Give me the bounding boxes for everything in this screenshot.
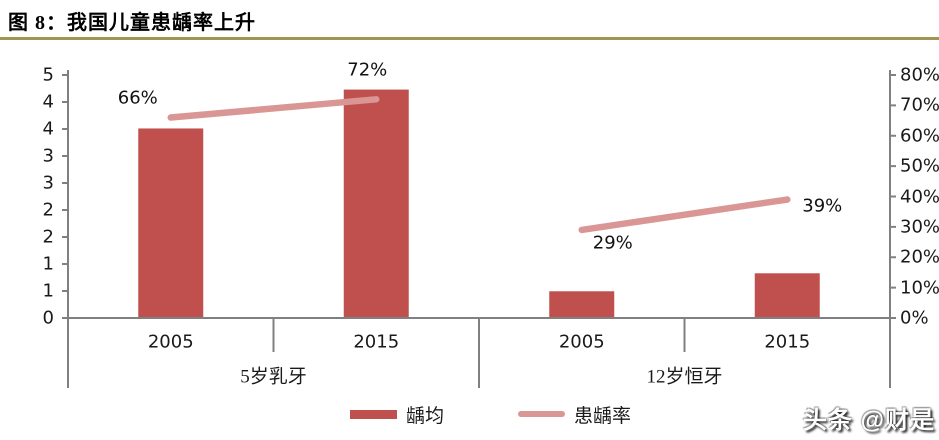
title-divider xyxy=(0,37,939,40)
year-label: 2015 xyxy=(764,331,811,353)
left-axis-tick-label: 0 xyxy=(42,307,54,329)
chart-legend: 龋均 患龋率 xyxy=(0,403,939,429)
bar-2005-0 xyxy=(138,128,204,318)
legend-item-bar-series: 龋均 xyxy=(350,403,445,427)
left-axis-tick-label: 3 xyxy=(42,145,54,167)
legend-label-bar-series: 龋均 xyxy=(406,405,445,427)
line-series-swatch xyxy=(518,411,565,417)
left-axis-tick-label: 1 xyxy=(42,253,54,275)
right-axis-tick-label: 20% xyxy=(900,246,939,268)
left-axis-tick-label: 4 xyxy=(42,91,54,113)
right-axis-tick-label: 60% xyxy=(900,125,939,147)
bar-series-swatch xyxy=(350,409,397,419)
legend-label-line-series: 患龋率 xyxy=(574,405,632,427)
watermark: 头条 @财是 xyxy=(802,407,935,434)
bar-2015-3 xyxy=(754,273,820,318)
right-axis-tick-label: 40% xyxy=(900,186,939,207)
right-axis-tick-label: 80% xyxy=(900,64,939,86)
trend-line-segment-2 xyxy=(578,196,791,234)
trend-line-segment-1 xyxy=(167,96,380,121)
left-axis-tick-label: 2 xyxy=(42,226,54,248)
line-point-label: 72% xyxy=(347,59,388,81)
line-point-label: 39% xyxy=(802,195,843,217)
right-axis-tick-label: 10% xyxy=(900,277,939,299)
group-label-permanent: 12岁恒牙 xyxy=(646,366,723,388)
year-label: 2005 xyxy=(147,331,194,353)
year-label: 2005 xyxy=(558,331,605,353)
line-point-label: 29% xyxy=(592,232,633,254)
group-label-deciduous: 5岁乳牙 xyxy=(240,366,307,388)
bar-2015-1 xyxy=(343,89,409,318)
legend-item-line-series: 患龋率 xyxy=(518,403,632,427)
right-axis-tick-label: 30% xyxy=(900,216,939,238)
left-axis-tick-label: 3 xyxy=(42,172,54,194)
left-axis-tick-label: 4 xyxy=(42,118,54,140)
figure-title: 图 8：我国儿童患龋率上升 xyxy=(8,12,256,34)
left-axis-tick-label: 2 xyxy=(42,199,54,221)
left-axis-tick-label: 1 xyxy=(42,280,54,302)
right-axis-tick-label: 70% xyxy=(900,94,939,116)
year-label: 2015 xyxy=(353,331,400,353)
left-axis-tick-label: 5 xyxy=(42,64,54,86)
bar-2005-2 xyxy=(549,291,615,318)
right-axis-tick-label: 50% xyxy=(900,155,939,177)
right-axis-tick-label: 0% xyxy=(900,307,929,329)
line-point-label: 66% xyxy=(117,87,158,109)
